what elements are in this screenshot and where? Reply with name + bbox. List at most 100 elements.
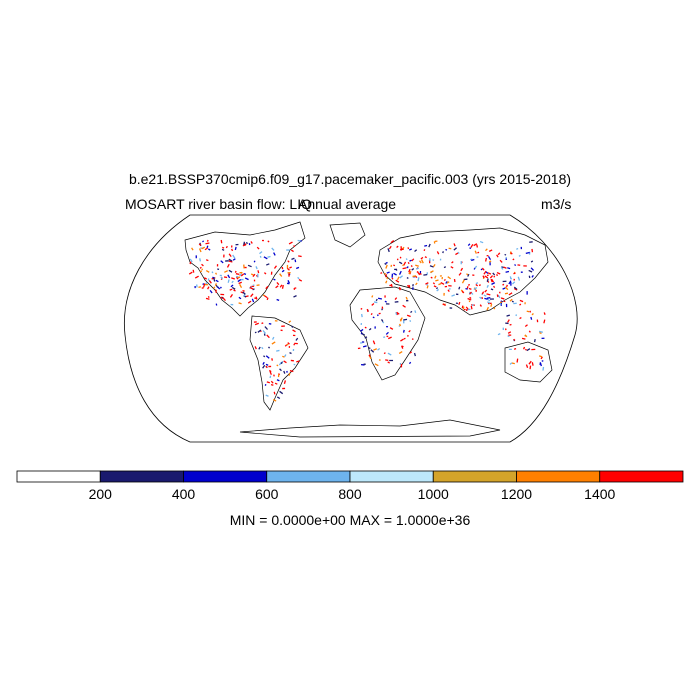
river-flow-mark bbox=[250, 293, 254, 298]
river-flow-mark bbox=[474, 250, 477, 254]
river-flow-mark bbox=[528, 330, 531, 333]
river-flow-mark bbox=[225, 245, 228, 249]
river-flow-mark bbox=[255, 296, 258, 300]
river-flow-mark bbox=[228, 253, 232, 257]
river-flow-mark bbox=[373, 348, 378, 351]
river-flow-mark bbox=[467, 297, 472, 301]
river-flow-mark bbox=[266, 263, 270, 266]
river-flow-mark bbox=[231, 277, 235, 280]
river-flow-mark bbox=[407, 247, 410, 250]
river-flow-mark bbox=[461, 279, 465, 284]
river-flow-mark bbox=[263, 256, 268, 260]
river-flow-mark bbox=[271, 358, 273, 361]
river-flow-mark bbox=[293, 245, 296, 248]
river-flow-mark bbox=[244, 277, 249, 281]
river-flow-mark bbox=[486, 293, 491, 296]
river-flow-mark bbox=[466, 273, 469, 276]
river-flow-mark bbox=[271, 336, 275, 340]
river-flow-mark bbox=[447, 276, 452, 280]
river-flow-mark bbox=[509, 323, 512, 326]
river-flow-mark bbox=[509, 362, 513, 365]
river-flow-mark bbox=[249, 286, 254, 290]
river-flow-mark bbox=[287, 280, 291, 284]
river-flow-mark bbox=[398, 351, 403, 354]
river-flow-mark bbox=[281, 284, 284, 289]
river-flow-mark bbox=[198, 248, 202, 253]
river-flow-mark bbox=[230, 284, 234, 288]
river-flow-mark bbox=[471, 303, 474, 307]
river-flow-mark bbox=[467, 283, 471, 286]
river-flow-mark bbox=[263, 355, 266, 358]
min-max-label: MIN = 0.0000e+00 MAX = 1.0000e+36 bbox=[229, 512, 471, 528]
river-flow-mark bbox=[458, 301, 461, 305]
river-flow-mark bbox=[262, 364, 266, 369]
river-flow-mark bbox=[257, 329, 262, 333]
river-flow-mark bbox=[228, 258, 233, 262]
river-flow-mark bbox=[402, 304, 406, 308]
river-flow-mark bbox=[380, 319, 384, 322]
river-flow-mark bbox=[460, 267, 464, 272]
river-flow-mark bbox=[538, 355, 543, 358]
river-flow-mark bbox=[359, 328, 364, 332]
river-flow-mark bbox=[408, 329, 411, 333]
river-flow-mark bbox=[221, 246, 225, 249]
river-flow-mark bbox=[414, 249, 418, 252]
river-flow-mark bbox=[453, 247, 458, 251]
river-flow-mark bbox=[295, 337, 299, 341]
river-flow-mark bbox=[391, 277, 394, 280]
river-flow-mark bbox=[274, 382, 278, 385]
river-flow-mark bbox=[393, 264, 396, 267]
river-flow-mark bbox=[446, 281, 450, 284]
river-flow-mark bbox=[508, 292, 513, 296]
river-flow-mark bbox=[270, 380, 274, 384]
river-flow-mark bbox=[234, 270, 237, 273]
river-flow-mark bbox=[207, 286, 210, 290]
colorbar-box bbox=[99, 470, 184, 483]
river-flow-mark bbox=[383, 352, 386, 355]
river-flow-mark bbox=[220, 260, 224, 264]
river-flow-mark bbox=[457, 251, 460, 254]
river-flow-mark bbox=[471, 258, 475, 262]
river-flow-mark bbox=[231, 248, 234, 252]
river-flow-mark bbox=[243, 241, 246, 246]
colorbar-tick-label: 1000 bbox=[417, 486, 449, 502]
river-flow-mark bbox=[513, 347, 517, 350]
river-flow-mark bbox=[261, 346, 264, 350]
river-flow-mark bbox=[288, 373, 291, 376]
river-flow-mark bbox=[490, 288, 494, 291]
river-flow-mark bbox=[540, 356, 543, 360]
river-flow-mark bbox=[228, 260, 233, 263]
river-flow-mark bbox=[247, 264, 252, 268]
river-flow-mark bbox=[541, 360, 544, 362]
river-flow-mark bbox=[505, 284, 508, 288]
river-flow-mark bbox=[461, 290, 465, 294]
river-flow-mark bbox=[539, 331, 542, 335]
river-flow-mark bbox=[262, 361, 265, 365]
river-flow-mark bbox=[502, 283, 505, 286]
river-flow-mark bbox=[370, 313, 373, 316]
river-flow-mark bbox=[220, 276, 223, 280]
river-flow-mark bbox=[238, 281, 243, 285]
river-flow-mark bbox=[250, 241, 253, 244]
river-flow-mark bbox=[215, 272, 218, 275]
river-flow-mark bbox=[261, 322, 264, 325]
river-flow-mark bbox=[286, 343, 289, 346]
river-flow-mark bbox=[405, 258, 408, 261]
river-flow-mark bbox=[399, 317, 403, 321]
river-flow-mark bbox=[423, 273, 428, 276]
river-flow-mark bbox=[364, 326, 367, 329]
river-flow-mark bbox=[417, 277, 420, 282]
river-flow-mark bbox=[278, 373, 281, 376]
river-flow-mark bbox=[519, 299, 524, 303]
river-flow-mark bbox=[244, 295, 247, 298]
river-flow-mark bbox=[377, 297, 383, 300]
river-flow-mark bbox=[409, 351, 413, 354]
river-flow-mark bbox=[240, 273, 245, 277]
river-flow-mark bbox=[387, 336, 392, 340]
river-flow-mark bbox=[265, 363, 269, 366]
river-flow-mark bbox=[203, 277, 208, 280]
river-flow-mark bbox=[297, 276, 300, 280]
river-flow-mark bbox=[386, 271, 390, 274]
river-flow-mark bbox=[199, 258, 202, 262]
river-flow-mark bbox=[228, 269, 233, 273]
